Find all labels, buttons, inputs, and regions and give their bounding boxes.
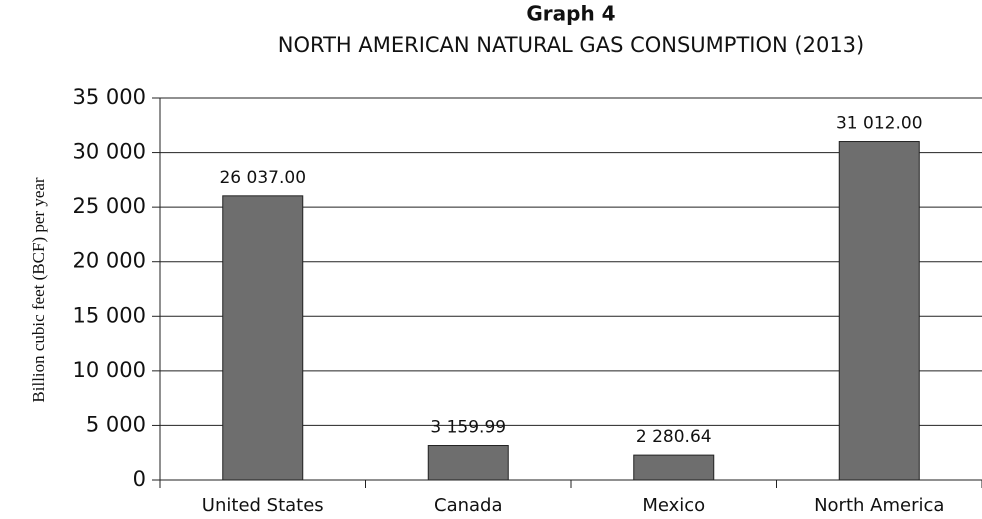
y-axis-label: Billion cubic feet (BCF) per year bbox=[29, 177, 48, 403]
y-tick-label: 25 000 bbox=[73, 194, 146, 218]
value-label: 26 037.00 bbox=[219, 168, 306, 188]
x-tick-label: North America bbox=[814, 495, 944, 516]
y-tick-label: 10 000 bbox=[73, 358, 146, 382]
bar bbox=[838, 141, 920, 481]
bar bbox=[222, 195, 304, 481]
x-tick-label: Canada bbox=[434, 495, 503, 516]
y-tick-label: 0 bbox=[133, 467, 146, 491]
y-tick-label: 35 000 bbox=[73, 85, 146, 109]
x-tick-label: Mexico bbox=[642, 495, 705, 516]
value-label: 3 159.99 bbox=[430, 418, 506, 438]
chart-title: Graph 4 bbox=[526, 2, 615, 26]
value-label: 2 280.64 bbox=[636, 427, 712, 447]
y-tick-label: 30 000 bbox=[73, 140, 146, 164]
y-tick-label: 15 000 bbox=[73, 303, 146, 327]
x-tick-label: United States bbox=[202, 495, 324, 516]
chart-subtitle: NORTH AMERICAN NATURAL GAS CONSUMPTION (… bbox=[278, 33, 864, 57]
bar bbox=[427, 445, 509, 481]
value-label: 31 012.00 bbox=[836, 114, 923, 134]
y-tick-label: 5 000 bbox=[86, 412, 146, 436]
y-tick-label: 20 000 bbox=[73, 249, 146, 273]
bar bbox=[633, 454, 715, 481]
